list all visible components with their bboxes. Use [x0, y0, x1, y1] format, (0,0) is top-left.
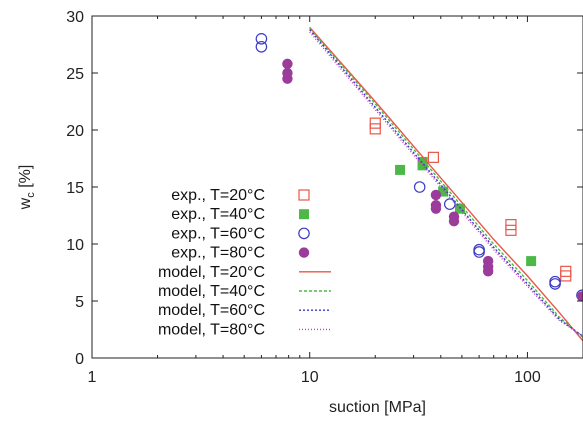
series-model-t-80-c — [309, 31, 583, 337]
data-point — [282, 73, 293, 84]
data-point — [427, 151, 440, 163]
legend-item-background — [120, 206, 342, 225]
legend-item-background — [120, 321, 342, 340]
data-point — [560, 270, 572, 282]
data-point — [549, 275, 561, 288]
series-line — [309, 31, 583, 337]
legend-marker-swatch — [298, 189, 310, 201]
data-point — [282, 58, 293, 70]
data-point — [430, 203, 442, 214]
data-point — [549, 278, 561, 290]
y-tick-label: 10 — [66, 237, 84, 254]
data-point — [369, 123, 381, 135]
legend-item: exp., T=80°C — [120, 244, 342, 263]
legend-label: model, T=60°C — [158, 302, 265, 319]
data-point — [443, 198, 456, 210]
series-model-t-60-c — [309, 29, 583, 337]
y-tick-label: 30 — [66, 9, 84, 26]
legend-label: model, T=80°C — [158, 321, 265, 338]
legend-item: exp., T=60°C — [120, 225, 342, 244]
data-point — [413, 181, 426, 193]
data-point — [505, 224, 517, 236]
y-axis-title-symbol: w — [17, 197, 34, 210]
data-point — [255, 32, 268, 45]
legend-item-background — [120, 302, 342, 321]
legend-item: exp., T=20°C — [120, 187, 342, 205]
y-tick-label: 25 — [66, 66, 84, 83]
series-exp-t-60-c — [255, 32, 583, 302]
data-point — [505, 219, 517, 231]
legend-item-background — [120, 263, 342, 282]
series-model-t-40-c — [309, 28, 583, 339]
data-point — [255, 40, 268, 53]
x-axis-title: suction [MPa] — [329, 399, 426, 416]
legend-label: model, T=40°C — [158, 283, 265, 300]
legend-marker-swatch — [298, 227, 310, 240]
legend-label: exp., T=80°C — [171, 245, 265, 262]
series-exp-t-20-c — [369, 117, 572, 282]
data-point — [395, 164, 406, 175]
legend-label: exp., T=40°C — [171, 206, 265, 223]
x-tick-label: 10 — [301, 369, 319, 386]
legend-item: model, T=20°C — [120, 263, 342, 282]
series-exp-t-80-c — [282, 58, 583, 302]
legend-marker-swatch — [298, 247, 310, 258]
data-point — [438, 186, 449, 197]
legend-item-background — [120, 283, 342, 301]
legend-item: model, T=80°C — [120, 321, 342, 340]
legend-marker-swatch — [299, 209, 309, 220]
y-axis-title-subscript: c — [25, 192, 37, 198]
data-point — [482, 266, 494, 277]
series-line — [309, 28, 583, 339]
data-point — [576, 291, 583, 302]
series-line — [309, 26, 583, 342]
x-tick-label: 1 — [88, 369, 97, 386]
legend-item-background — [120, 244, 342, 263]
series-model-t-20-c — [309, 26, 583, 342]
legend-label: exp., T=60°C — [171, 225, 265, 242]
data-point — [526, 256, 537, 267]
y-tick-label: 15 — [66, 180, 84, 197]
data-point — [473, 246, 485, 258]
legend-item-background — [120, 187, 342, 205]
data-point — [473, 243, 485, 256]
legend: exp., T=20°C exp., T=40°C exp., T=60°C exp.… — [120, 187, 342, 340]
y-axis-title-unit: [%] — [17, 165, 34, 193]
series-line — [309, 29, 583, 337]
data-point — [369, 117, 381, 129]
legend-item: exp., T=40°C — [120, 206, 342, 225]
x-tick-label: 100 — [514, 369, 541, 386]
y-tick-label: 0 — [75, 351, 84, 368]
legend-item: model, T=40°C — [120, 283, 342, 301]
y-axis-title: wc [%] — [17, 165, 37, 211]
legend-label: model, T=20°C — [158, 264, 265, 281]
legend-item: model, T=60°C — [120, 302, 342, 321]
data-point — [430, 189, 442, 201]
data-point — [448, 216, 460, 227]
y-tick-label: 20 — [66, 123, 84, 140]
y-tick-label: 5 — [75, 294, 84, 311]
legend-label: exp., T=20°C — [171, 187, 265, 204]
legend-item-background — [120, 225, 342, 244]
